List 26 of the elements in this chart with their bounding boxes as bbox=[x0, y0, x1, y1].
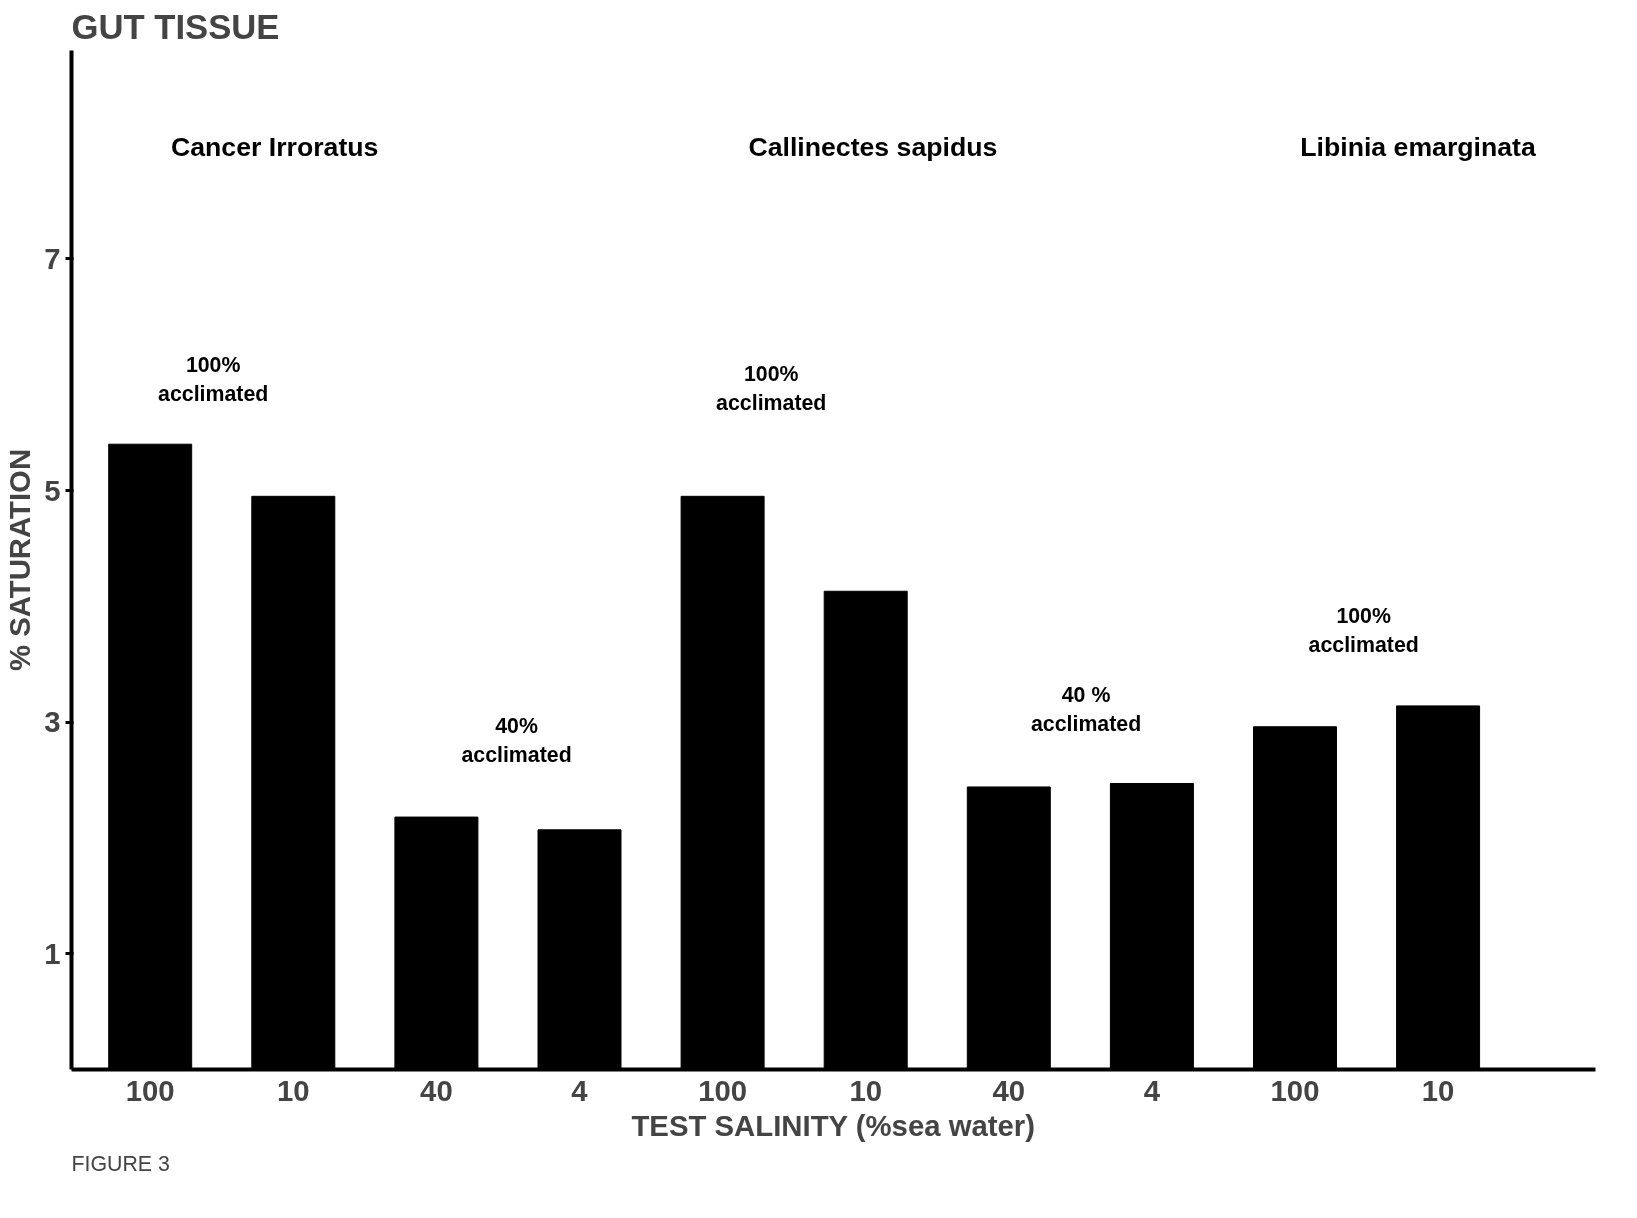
x-axis-title: TEST SALINITY (%sea water) bbox=[631, 1108, 1036, 1142]
y-tick-label: 5 bbox=[44, 473, 61, 507]
x-tick-label: 40 bbox=[992, 1073, 1026, 1107]
y-axis-title: % SATURATION bbox=[3, 448, 37, 672]
annotation: 100% acclimated bbox=[1308, 604, 1419, 658]
x-tick-label: 100 bbox=[1270, 1073, 1320, 1107]
annotation: 100% acclimated bbox=[158, 352, 269, 406]
chart-title: GUT TISSUE bbox=[71, 7, 280, 46]
y-tick-label: 1 bbox=[44, 936, 61, 970]
annotation: 40 % acclimated bbox=[1030, 682, 1142, 736]
x-tick-label: 10 bbox=[849, 1073, 883, 1107]
y-tick-label: 3 bbox=[44, 705, 61, 739]
x-tick-label: 100 bbox=[698, 1073, 748, 1107]
annotation: 100% acclimated bbox=[716, 362, 827, 416]
x-tick-label: 10 bbox=[276, 1073, 310, 1107]
x-tick-label: 40 bbox=[420, 1073, 453, 1107]
x-tick-label: 10 bbox=[1421, 1073, 1455, 1107]
annotation: 40% acclimated bbox=[461, 714, 572, 768]
caption: FIGURE 3 bbox=[71, 1151, 170, 1176]
x-tick-label: 100 bbox=[125, 1073, 175, 1107]
y-tick-label: 7 bbox=[44, 241, 61, 275]
annotation: Cancer Irroratus bbox=[171, 131, 379, 162]
annotation: Callinectes sapidus bbox=[748, 131, 998, 162]
annotation: Libinia emarginata bbox=[1300, 131, 1536, 162]
x-tick-label: 4 bbox=[1143, 1073, 1161, 1107]
x-tick-label: 4 bbox=[571, 1073, 589, 1107]
